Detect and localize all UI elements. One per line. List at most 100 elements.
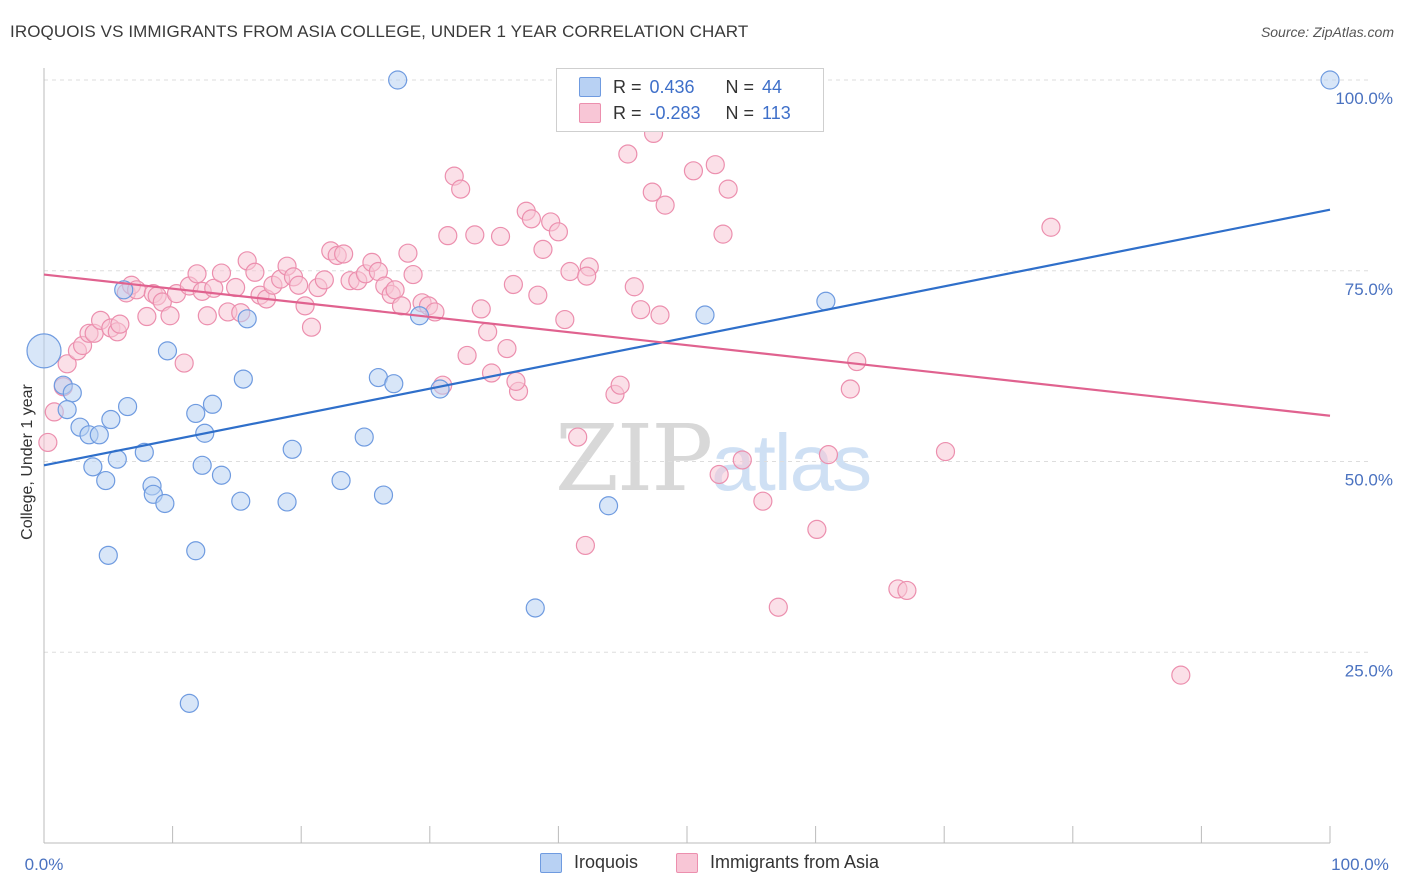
source-note: Source: ZipAtlas.com	[1260, 24, 1394, 40]
iroquois-point	[231, 491, 251, 511]
asia-point	[295, 296, 315, 316]
asia-point	[503, 274, 523, 295]
asia-point	[533, 239, 553, 259]
iroquois-point	[57, 400, 77, 420]
asia-point	[528, 285, 548, 305]
asia-point	[334, 244, 354, 264]
asia-point	[471, 299, 491, 319]
iroquois-point	[101, 409, 121, 430]
asia-point	[481, 363, 502, 383]
asia-point	[577, 266, 597, 286]
asia-point	[718, 179, 738, 199]
asia-point	[807, 519, 827, 540]
legend-item-asia: Immigrants from Asia	[676, 852, 879, 873]
asia-point	[683, 161, 704, 181]
asia-point	[506, 371, 526, 391]
iroquois-swatch	[579, 77, 601, 97]
iroquois-legend-swatch	[540, 852, 562, 873]
asia-point	[642, 182, 662, 202]
x-tick-label: 0.0%	[25, 855, 64, 874]
asia-point	[560, 261, 580, 282]
asia-point	[174, 353, 194, 373]
iroquois-point	[282, 439, 302, 459]
y-tick-label: 100.0%	[1335, 89, 1393, 108]
iroquois-point	[211, 465, 232, 485]
asia-point	[705, 155, 725, 175]
chart-title: IROQUOIS VS IMMIGRANTS FROM ASIA COLLEGE…	[10, 22, 749, 41]
iroquois-point	[155, 493, 175, 514]
y-tick-label: 25.0%	[1345, 661, 1393, 680]
asia-point	[110, 314, 130, 334]
asia-point	[403, 264, 423, 285]
asia-point	[245, 262, 265, 282]
asia-point	[137, 306, 157, 327]
asia-point	[610, 375, 630, 395]
asia-point	[818, 445, 839, 465]
asia-point	[385, 280, 405, 300]
iroquois-point	[98, 545, 118, 565]
asia-point	[555, 309, 575, 330]
asia-point	[438, 226, 458, 246]
iroquois-point	[233, 369, 253, 389]
stats-legend-row-asia: R = -0.283 N = 113	[579, 101, 791, 125]
asia-point	[768, 597, 788, 617]
asia-point	[618, 144, 638, 164]
n-label: N =	[725, 76, 755, 97]
asia-point	[490, 226, 511, 247]
watermark: ZIPatlas	[555, 405, 872, 512]
iroquois-point	[192, 455, 212, 475]
asia-trend-line	[43, 273, 1331, 417]
asia-point	[289, 275, 309, 295]
iroquois-point	[237, 309, 257, 329]
iroquois-point	[354, 427, 374, 447]
asia-point	[457, 345, 477, 366]
legend-label-iroquois: Iroquois	[574, 852, 639, 872]
x-tick-label: 100.0%	[1331, 855, 1389, 874]
iroquois-point	[525, 598, 545, 618]
asia-point	[187, 264, 207, 284]
n-value: 113	[762, 102, 791, 123]
asia-swatch	[579, 103, 601, 123]
y-tick-label: 50.0%	[1345, 471, 1393, 490]
asia-point	[897, 580, 917, 601]
iroquois-point	[695, 305, 715, 325]
asia-point	[935, 441, 956, 462]
asia-point	[655, 195, 675, 215]
iroquois-point	[384, 374, 404, 394]
asia-point	[650, 305, 670, 325]
iroquois-point	[83, 457, 103, 477]
iroquois-trend-line	[43, 208, 1331, 467]
asia-point	[624, 277, 644, 297]
asia-point	[521, 209, 541, 229]
asia-point	[38, 432, 58, 453]
iroquois-point	[202, 394, 223, 414]
iroquois-point	[186, 541, 206, 561]
stats-legend-row-iroquois: R = 0.436 N = 44	[579, 75, 782, 99]
asia-point	[1041, 217, 1061, 237]
iroquois-point	[1320, 70, 1340, 90]
asia-point	[465, 225, 485, 245]
stats-legend: R = 0.436 N = 44 R = -0.283 N = 113	[556, 68, 824, 132]
y-tick-label: 75.0%	[1345, 280, 1393, 299]
asia-point	[847, 351, 867, 372]
r-value: 0.436	[649, 76, 695, 97]
iroquois-point	[26, 333, 62, 369]
asia-point	[575, 535, 596, 556]
iroquois-point	[62, 383, 82, 403]
asia-point	[732, 450, 752, 470]
series-legend: Iroquois Immigrants from Asia	[0, 852, 1406, 878]
asia-point	[314, 270, 334, 290]
iroquois-point	[134, 442, 154, 462]
iroquois-point	[388, 70, 408, 90]
asia-point	[301, 317, 322, 337]
asia-point	[840, 379, 860, 399]
iroquois-point	[373, 485, 394, 505]
iroquois-point	[117, 396, 138, 417]
asia-point	[1171, 665, 1191, 685]
watermark-zip: ZIP	[555, 405, 713, 512]
asia-point	[713, 224, 733, 244]
iroquois-point	[186, 403, 206, 424]
iroquois-point	[157, 341, 178, 361]
asia-point	[709, 464, 729, 485]
